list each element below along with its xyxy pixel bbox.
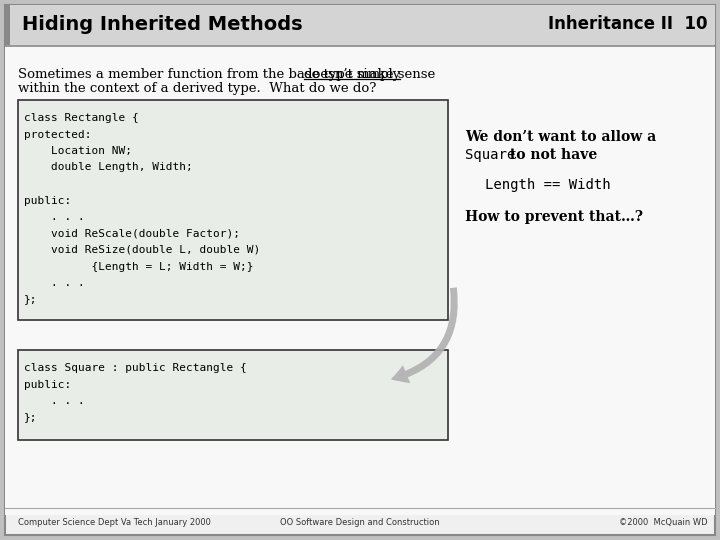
Text: . . .: . . . [24, 212, 85, 222]
Text: };: }; [24, 413, 37, 422]
Text: within the context of a derived type.  What do we do?: within the context of a derived type. Wh… [18, 82, 377, 95]
Text: Length == Width: Length == Width [485, 178, 611, 192]
FancyBboxPatch shape [18, 100, 448, 320]
Text: void ReSize(double L, double W): void ReSize(double L, double W) [24, 245, 260, 255]
Bar [5, 5, 10, 45]
Text: };: }; [24, 294, 37, 305]
Text: . . .: . . . [24, 278, 85, 288]
Text: public:: public: [24, 380, 71, 389]
FancyBboxPatch shape [5, 46, 715, 515]
Text: doesn’t make sense: doesn’t make sense [304, 68, 436, 81]
Text: protected:: protected: [24, 130, 91, 139]
Text: ©2000  McQuain WD: ©2000 McQuain WD [619, 518, 708, 527]
Text: . . .: . . . [24, 396, 85, 406]
FancyArrowPatch shape [391, 287, 458, 383]
Text: Inheritance II  10: Inheritance II 10 [549, 15, 708, 33]
Text: How to prevent that…?: How to prevent that…? [465, 210, 643, 224]
Text: void ReScale(double Factor);: void ReScale(double Factor); [24, 228, 240, 239]
Text: to not have: to not have [505, 148, 597, 162]
FancyBboxPatch shape [5, 5, 715, 535]
Text: Computer Science Dept Va Tech January 2000: Computer Science Dept Va Tech January 20… [18, 518, 211, 527]
FancyBboxPatch shape [18, 350, 448, 440]
Text: class Rectangle {: class Rectangle { [24, 113, 139, 123]
Text: {Length = L; Width = W;}: {Length = L; Width = W;} [24, 261, 253, 272]
Text: public:: public: [24, 195, 71, 206]
Text: Square: Square [465, 148, 516, 162]
Text: OO Software Design and Construction: OO Software Design and Construction [280, 518, 440, 527]
Text: double Length, Width;: double Length, Width; [24, 163, 193, 172]
Text: Hiding Inherited Methods: Hiding Inherited Methods [22, 15, 302, 33]
Text: We don’t want to allow a: We don’t want to allow a [465, 130, 656, 144]
Text: class Square : public Rectangle {: class Square : public Rectangle { [24, 363, 247, 373]
Text: Sometimes a member function from the base type simply: Sometimes a member function from the bas… [18, 68, 405, 81]
Text: Location NW;: Location NW; [24, 146, 132, 156]
FancyBboxPatch shape [5, 5, 715, 45]
